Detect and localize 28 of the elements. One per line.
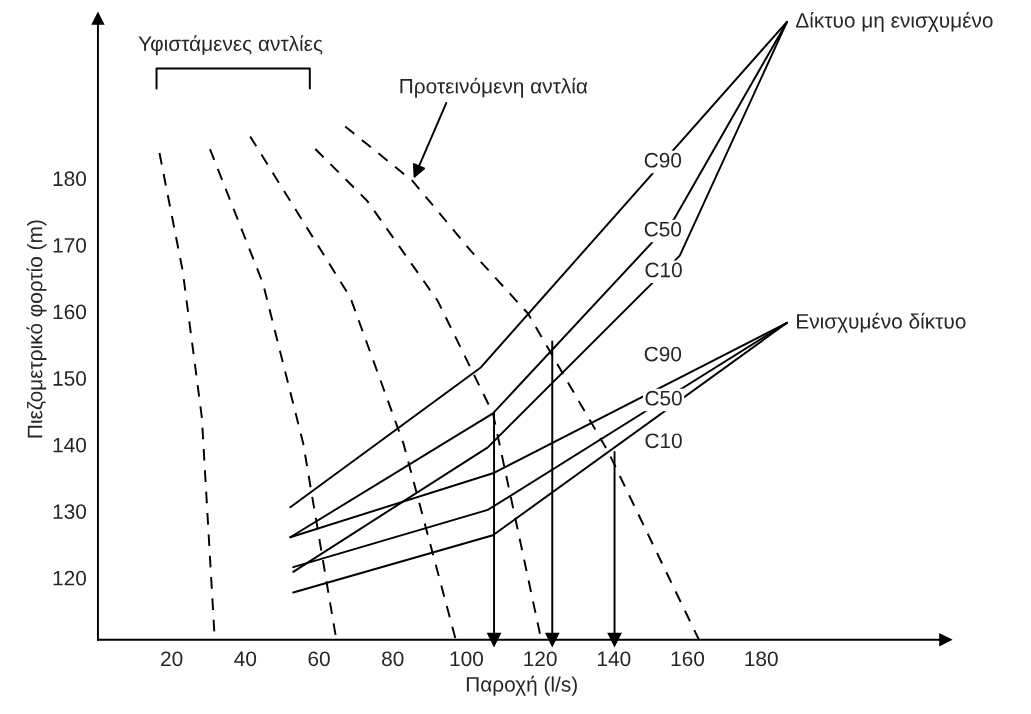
x-tick-label: 60 [308,651,330,667]
x-tick-label: 80 [382,651,404,667]
series-label: C90 [644,346,682,362]
series-label: C10 [645,433,682,449]
x-tick-label: 120 [524,651,557,667]
series-label: C90 [644,152,682,168]
y-tick-label: 150 [53,371,87,386]
series-label: C10 [645,262,682,278]
y-tick-label: 160 [53,304,87,320]
annotation: Ενισχυμένο δίκτυο [797,312,966,333]
annotation: Δίκτυο μη ενισχυμένο [795,11,993,32]
y-tick-label: 180 [53,171,87,187]
y-axis-title: Πιεζομετρικό φορτίο (m) [26,220,47,438]
x-tick-label: 160 [671,651,705,667]
series-label: C50 [644,221,682,237]
x-axis-title: Παροχή (l/s) [466,675,577,696]
annotation: Υφιστάμενες αντλίες [138,35,323,56]
y-tick-label: 170 [53,237,87,253]
x-tick-label: 180 [745,651,778,667]
annotation: Προτεινόμενη αντλία [400,77,588,98]
y-tick-label: 130 [53,504,87,519]
series-label: C50 [645,390,682,406]
x-tick-label: 20 [161,651,183,667]
x-tick-label: 140 [598,651,631,667]
x-tick-label: 100 [450,651,483,667]
y-tick-label: 140 [53,437,87,453]
x-tick-label: 40 [234,651,257,667]
y-tick-label: 120 [53,570,87,586]
